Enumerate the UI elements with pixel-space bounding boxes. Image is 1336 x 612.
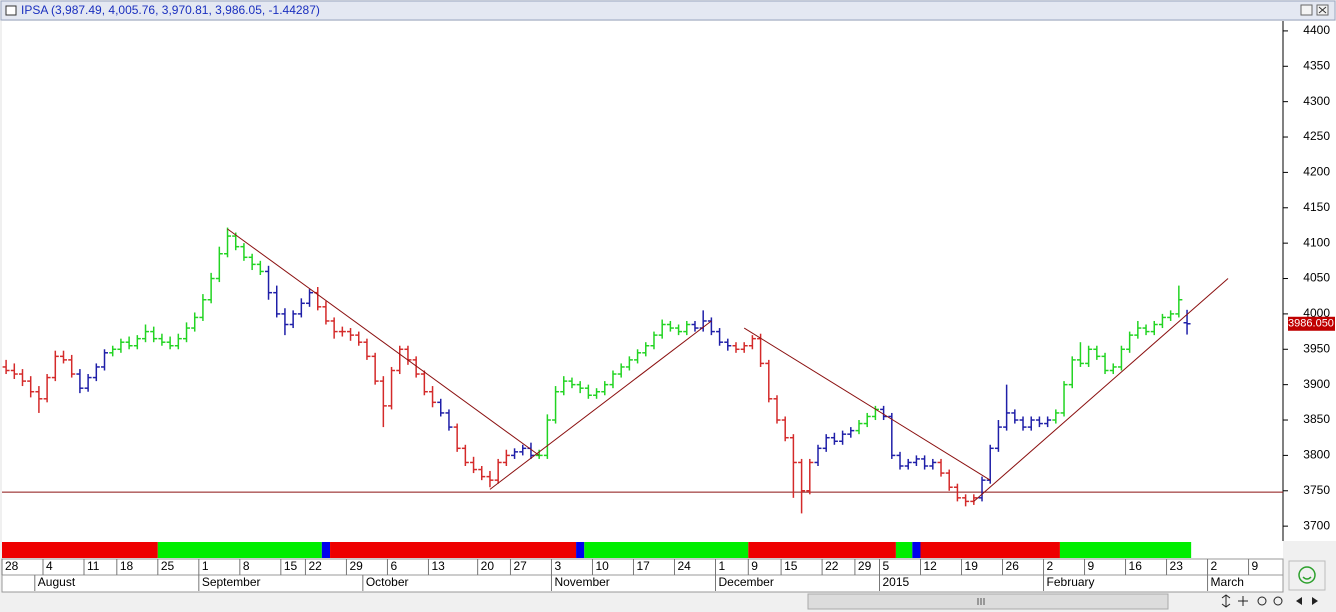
- vertical-pan[interactable]: [1221, 594, 1231, 608]
- trendline: [489, 320, 712, 490]
- y-tick-label: 3800: [1303, 448, 1330, 462]
- day-tick-label: 22: [308, 559, 322, 573]
- day-tick-label: 1: [718, 559, 725, 573]
- chart-title: IPSA (3,987.49, 4,005.76, 3,970.81, 3,98…: [21, 3, 320, 17]
- scroll-grip: [977, 598, 985, 605]
- y-tick-label: 3700: [1303, 518, 1330, 532]
- scrollbar-thumb[interactable]: [807, 593, 1169, 610]
- day-tick-label: 9: [1252, 559, 1259, 573]
- day-tick-label: 25: [161, 559, 175, 573]
- trend-segment: [895, 542, 913, 558]
- day-tick-label: 6: [390, 559, 397, 573]
- day-tick-label: 10: [595, 559, 609, 573]
- y-tick-label: 3750: [1303, 483, 1330, 497]
- smiley-icon: [1298, 566, 1316, 584]
- month-tick-label: March: [1211, 575, 1244, 589]
- month-tick-label: February: [1047, 575, 1095, 589]
- trend-segment: [1, 542, 158, 558]
- month-tick-label: September: [202, 575, 261, 589]
- day-tick-label: 29: [349, 559, 363, 573]
- trend-segment: [157, 542, 322, 558]
- day-tick-label: 3: [554, 559, 561, 573]
- day-tick-label: 4: [46, 559, 53, 573]
- day-tick-label: 16: [1129, 559, 1143, 573]
- day-tick-label: 12: [924, 559, 938, 573]
- y-tick-label: 3850: [1303, 412, 1330, 426]
- scroll-arrows[interactable]: [1296, 597, 1318, 605]
- trend-segment: [330, 542, 577, 558]
- day-tick-label: 18: [120, 559, 134, 573]
- y-tick-label: 4400: [1303, 23, 1330, 37]
- month-tick-label: November: [554, 575, 609, 589]
- last-price-label: 3986.050: [1288, 318, 1334, 330]
- day-tick-label: 24: [677, 559, 691, 573]
- month-tick-label: 2015: [883, 575, 910, 589]
- smiley-button[interactable]: [1288, 560, 1326, 591]
- day-tick-label: 28: [5, 559, 19, 573]
- day-tick-label: 15: [284, 559, 298, 573]
- title-bar: [0, 0, 1336, 21]
- trend-segment: [584, 542, 749, 558]
- trendline: [973, 278, 1229, 502]
- month-tick-label: October: [366, 575, 409, 589]
- day-tick-label: 27: [513, 559, 527, 573]
- trendline: [743, 327, 991, 481]
- day-tick-label: 2: [1047, 559, 1054, 573]
- restore-button[interactable]: [1300, 4, 1313, 16]
- y-tick-label: 4300: [1303, 94, 1330, 108]
- day-tick-label: 15: [784, 559, 798, 573]
- day-tick-label: 8: [243, 559, 250, 573]
- day-tick-label: 23: [1170, 559, 1184, 573]
- trend-segment: [1059, 542, 1192, 558]
- last-price-box: [1288, 316, 1335, 331]
- y-tick-label: 4050: [1303, 271, 1330, 285]
- day-tick-label: 26: [1006, 559, 1020, 573]
- y-tick-label: 4200: [1303, 165, 1330, 179]
- month-tick-label: August: [38, 575, 76, 589]
- y-tick-label: 4100: [1303, 235, 1330, 249]
- window-icon: [5, 5, 17, 16]
- day-tick-label: 13: [431, 559, 445, 573]
- zoom-in[interactable]: [1273, 596, 1283, 606]
- trend-segment: [920, 542, 1060, 558]
- close-icon: [1318, 6, 1327, 14]
- day-tick-label: 9: [751, 559, 758, 573]
- zoom-out[interactable]: [1257, 596, 1267, 606]
- month-tick-label: December: [718, 575, 773, 589]
- y-tick-label: 4000: [1303, 306, 1330, 320]
- day-tick-label: 5: [883, 559, 890, 573]
- day-tick-label: 17: [636, 559, 650, 573]
- day-tick-label: 19: [965, 559, 979, 573]
- y-tick-label: 3950: [1303, 341, 1330, 355]
- day-tick-label: 22: [825, 559, 839, 573]
- trend-segment: [321, 542, 331, 558]
- smiley-mouth: [1302, 576, 1312, 580]
- day-tick-label: 11: [87, 559, 100, 573]
- y-axis-area: [1283, 21, 1336, 541]
- y-tick-label: 4150: [1303, 200, 1330, 214]
- pan-tool[interactable]: [1238, 596, 1248, 606]
- day-tick-label: 1: [202, 559, 209, 573]
- y-tick-label: 4250: [1303, 129, 1330, 143]
- trendline: [227, 228, 540, 456]
- y-tick-label: 3900: [1303, 377, 1330, 391]
- day-tick-label: 20: [481, 559, 495, 573]
- day-tick-label: 9: [1088, 559, 1095, 573]
- trend-segment: [912, 542, 921, 558]
- y-tick-label: 4350: [1303, 58, 1330, 72]
- day-tick-label: 2: [1211, 559, 1218, 573]
- trend-segment: [576, 542, 585, 558]
- plot-area: [2, 21, 1283, 541]
- trend-segment: [748, 542, 896, 558]
- day-tick-label: 29: [858, 559, 872, 573]
